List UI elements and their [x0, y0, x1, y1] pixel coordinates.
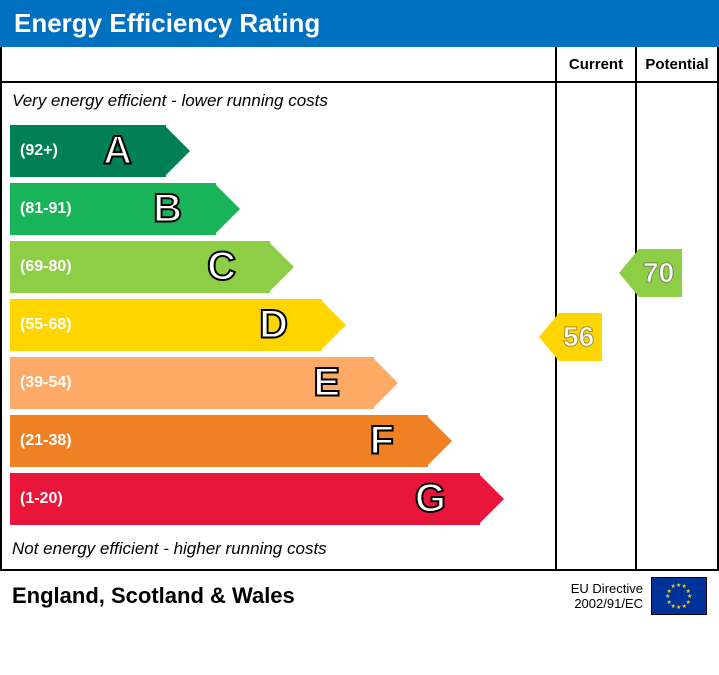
directive-line2: 2002/91/EC: [571, 596, 643, 611]
band-b: (81-91) B: [10, 183, 555, 235]
band-letter: C: [207, 245, 236, 290]
title-bar: Energy Efficiency Rating: [0, 0, 719, 47]
band-arrow-icon: [214, 183, 240, 235]
band-bar: (1-20) G: [10, 473, 480, 525]
band-arrow-icon: [164, 125, 190, 177]
band-bar: (39-54) E: [10, 357, 374, 409]
footer: England, Scotland & Wales EU Directive 2…: [0, 571, 719, 621]
band-range: (1-20): [10, 490, 63, 508]
directive-line1: EU Directive: [571, 581, 643, 596]
current-column: 56: [557, 83, 637, 569]
current-pointer: 56: [539, 313, 602, 361]
band-letter: D: [259, 303, 288, 348]
band-bar: (55-68) D: [10, 299, 322, 351]
band-arrow-icon: [372, 357, 398, 409]
potential-pointer: 70: [619, 249, 682, 297]
chart-grid: Current Potential Very energy efficient …: [0, 47, 719, 571]
band-bar: (21-38) F: [10, 415, 428, 467]
band-c: (69-80) C: [10, 241, 555, 293]
header-spacer: [2, 47, 557, 83]
band-range: (92+): [10, 142, 58, 160]
header-current: Current: [557, 47, 637, 83]
band-letter: A: [103, 129, 132, 174]
band-a: (92+) A: [10, 125, 555, 177]
note-bottom: Not energy efficient - higher running co…: [2, 531, 555, 563]
band-letter: E: [313, 361, 340, 406]
footer-region: England, Scotland & Wales: [12, 583, 295, 609]
band-letter: B: [153, 187, 182, 232]
band-e: (39-54) E: [10, 357, 555, 409]
header-potential: Potential: [637, 47, 717, 83]
band-g: (1-20) G: [10, 473, 555, 525]
eu-flag-icon: ★★★★★★★★★★★★: [651, 577, 707, 615]
band-letter: F: [370, 419, 394, 464]
band-arrow-icon: [426, 415, 452, 467]
band-d: (55-68) D: [10, 299, 555, 351]
band-arrow-icon: [320, 299, 346, 351]
band-range: (81-91): [10, 200, 72, 218]
band-f: (21-38) F: [10, 415, 555, 467]
band-range: (39-54): [10, 374, 72, 392]
pointer-value: 56: [559, 313, 602, 361]
band-range: (21-38): [10, 432, 72, 450]
band-arrow-icon: [268, 241, 294, 293]
header-row: Current Potential: [2, 47, 717, 83]
band-range: (69-80): [10, 258, 72, 276]
band-arrow-icon: [478, 473, 504, 525]
bands-area: Very energy efficient - lower running co…: [2, 83, 557, 569]
band-bar: (92+) A: [10, 125, 166, 177]
pointer-value: 70: [639, 249, 682, 297]
band-range: (55-68): [10, 316, 72, 334]
band-bar: (81-91) B: [10, 183, 216, 235]
footer-directive: EU Directive 2002/91/EC ★★★★★★★★★★★★: [571, 577, 707, 615]
potential-column: 70: [637, 83, 717, 569]
pointer-arrow-icon: [619, 249, 639, 297]
body-row: Very energy efficient - lower running co…: [2, 83, 717, 569]
pointer-arrow-icon: [539, 313, 559, 361]
note-top: Very energy efficient - lower running co…: [2, 89, 555, 119]
band-letter: G: [415, 477, 446, 522]
band-bar: (69-80) C: [10, 241, 270, 293]
